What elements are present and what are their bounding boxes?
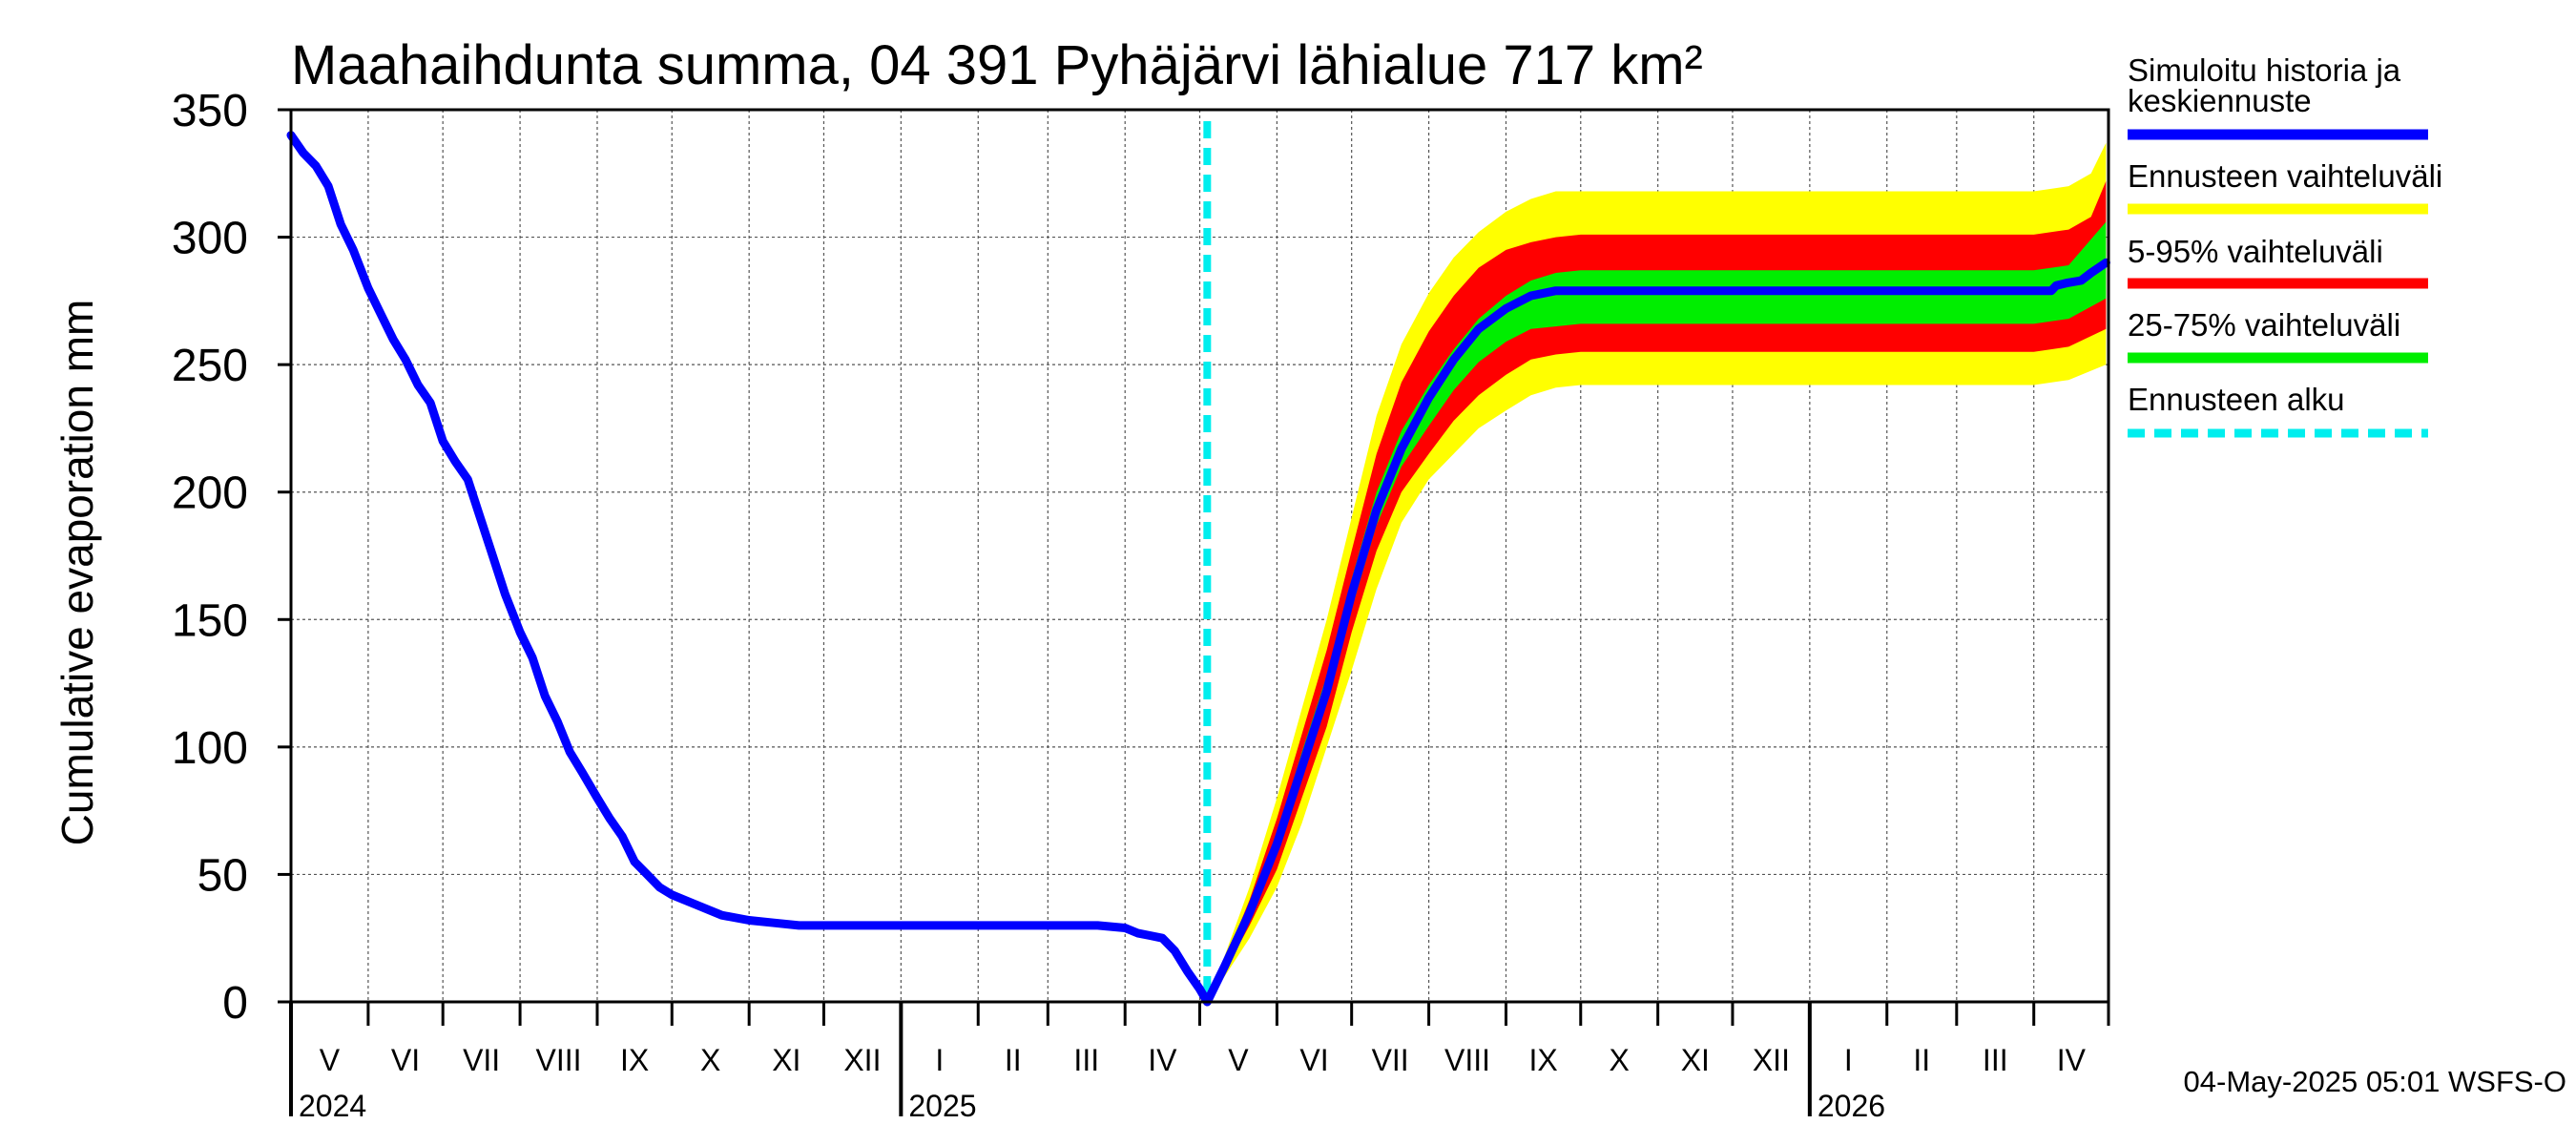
month-label: XII bbox=[1753, 1043, 1790, 1077]
footer-timestamp: 04-May-2025 05:01 WSFS-O bbox=[2184, 1065, 2566, 1098]
y-tick-label: 150 bbox=[172, 595, 248, 646]
series-lines bbox=[286, 121, 2110, 1007]
y-tick-label: 50 bbox=[197, 850, 248, 901]
month-label: III bbox=[1983, 1043, 2008, 1077]
y-tick-label: 250 bbox=[172, 341, 248, 391]
month-label: IV bbox=[1148, 1043, 1177, 1077]
month-label: VI bbox=[1299, 1043, 1328, 1077]
y-tick-label: 350 bbox=[172, 86, 248, 136]
chart-title: Maahaihdunta summa, 04 391 Pyhäjärvi läh… bbox=[291, 34, 1703, 96]
month-label: VIII bbox=[536, 1043, 582, 1077]
band-range-25-75 bbox=[1207, 221, 2107, 1002]
history-median-line bbox=[286, 131, 2110, 1007]
month-label: V bbox=[1228, 1043, 1249, 1077]
month-label: I bbox=[935, 1043, 944, 1077]
legend-range-all-label: Ennusteen vaihteluväli bbox=[2128, 158, 2442, 194]
legend-forecast-start-label: Ennusteen alku bbox=[2128, 382, 2345, 417]
month-label: IX bbox=[620, 1043, 649, 1077]
month-label: VII bbox=[1372, 1043, 1409, 1077]
month-label: IV bbox=[2057, 1043, 2087, 1077]
year-label: 2024 bbox=[299, 1089, 366, 1123]
y-tick-label: 0 bbox=[222, 978, 248, 1029]
year-label: 2026 bbox=[1818, 1089, 1885, 1123]
y-tick-label: 300 bbox=[172, 214, 248, 264]
month-label: IX bbox=[1529, 1043, 1558, 1077]
month-label: VI bbox=[391, 1043, 420, 1077]
month-label: X bbox=[700, 1043, 720, 1077]
y-tick-label: 200 bbox=[172, 468, 248, 519]
month-label: V bbox=[320, 1043, 341, 1077]
month-label: II bbox=[1005, 1043, 1022, 1077]
y-tick-label: 100 bbox=[172, 723, 248, 774]
month-label: II bbox=[1913, 1043, 1930, 1077]
month-label: XI bbox=[772, 1043, 800, 1077]
legend-history-label-1: Simuloitu historia ja bbox=[2128, 52, 2401, 88]
y-axis-label: Cumulative evaporation mm bbox=[52, 300, 102, 846]
legend-range-25-75-label: 25-75% vaihteluväli bbox=[2128, 307, 2400, 343]
month-label: VII bbox=[463, 1043, 500, 1077]
month-label: XI bbox=[1681, 1043, 1710, 1077]
x-axis: V VI VII VIII IX X XI XII I II III IV V VI VII VIII IX X X… bbox=[289, 1002, 2110, 1123]
month-label: XII bbox=[843, 1043, 881, 1077]
legend-range-5-95-label: 5-95% vaihteluväli bbox=[2128, 234, 2383, 269]
legend-history-label-2: keskiennuste bbox=[2128, 83, 2312, 118]
month-label: X bbox=[1610, 1043, 1630, 1077]
month-label: III bbox=[1073, 1043, 1099, 1077]
year-label: 2025 bbox=[908, 1089, 976, 1123]
y-axis: 0 50 100 150 200 250 300 350 bbox=[172, 86, 291, 1029]
month-label: I bbox=[1844, 1043, 1853, 1077]
month-label: VIII bbox=[1444, 1043, 1490, 1077]
legend: Simuloitu historia ja keskiennuste Ennus… bbox=[2128, 52, 2442, 438]
